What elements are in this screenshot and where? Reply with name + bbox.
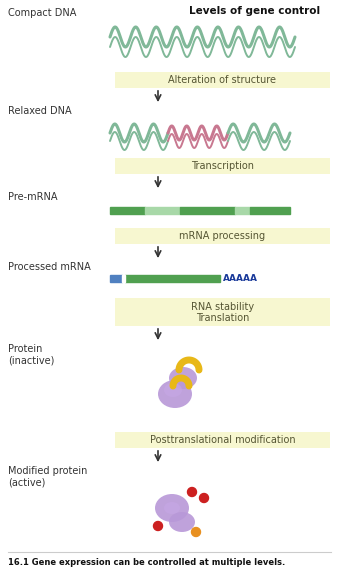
- Text: Translation: Translation: [196, 313, 249, 323]
- Text: Pre-mRNA: Pre-mRNA: [8, 192, 58, 202]
- Text: Processed mRNA: Processed mRNA: [8, 262, 91, 272]
- Bar: [235, 207, 250, 214]
- Bar: [122, 275, 125, 282]
- Ellipse shape: [155, 494, 189, 522]
- Circle shape: [187, 488, 197, 496]
- Text: Relaxed DNA: Relaxed DNA: [8, 106, 72, 116]
- Bar: [115, 432, 330, 448]
- Ellipse shape: [164, 383, 182, 397]
- Text: Modified protein
(active): Modified protein (active): [8, 466, 87, 488]
- Bar: [125, 275, 220, 282]
- Bar: [180, 207, 235, 214]
- Bar: [115, 158, 330, 174]
- Text: RNA stability: RNA stability: [191, 302, 254, 312]
- Bar: [250, 207, 290, 214]
- Text: Alteration of structure: Alteration of structure: [168, 75, 277, 85]
- Text: 16.1 Gene expression can be controlled at multiple levels.: 16.1 Gene expression can be controlled a…: [8, 558, 285, 567]
- Ellipse shape: [158, 380, 192, 408]
- Ellipse shape: [169, 512, 195, 532]
- Text: Posttranslational modification: Posttranslational modification: [150, 435, 295, 445]
- Bar: [145, 207, 180, 214]
- Bar: [115, 72, 330, 88]
- Bar: [110, 207, 145, 214]
- Ellipse shape: [164, 502, 180, 514]
- Text: Transcription: Transcription: [191, 161, 254, 171]
- Circle shape: [192, 527, 200, 537]
- Text: mRNA processing: mRNA processing: [179, 231, 265, 241]
- Bar: [115, 228, 330, 244]
- Circle shape: [154, 522, 162, 530]
- Bar: [115, 298, 330, 326]
- Circle shape: [199, 493, 208, 503]
- Ellipse shape: [169, 367, 197, 389]
- Text: Protein
(inactive): Protein (inactive): [8, 344, 54, 366]
- Text: Levels of gene control: Levels of gene control: [190, 6, 321, 16]
- Bar: [110, 275, 122, 282]
- Text: AAAAA: AAAAA: [223, 274, 258, 283]
- Text: Compact DNA: Compact DNA: [8, 8, 76, 18]
